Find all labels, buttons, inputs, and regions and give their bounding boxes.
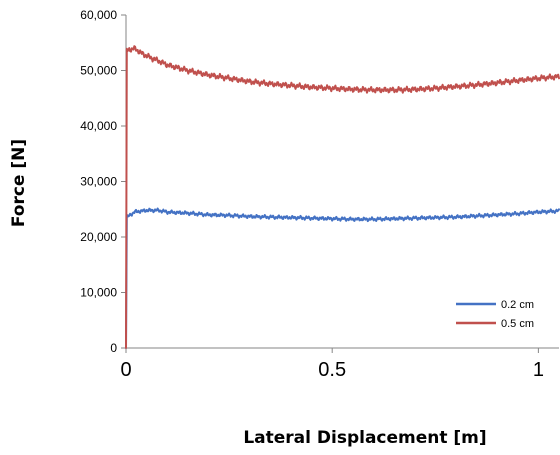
y-tick-label: 0 (110, 341, 117, 355)
series-line-large-gap (125, 45, 560, 349)
y-tick-label: 20,000 (80, 230, 117, 244)
y-tick-label: 40,000 (80, 119, 117, 133)
y-axis: 0 10,000 20,000 30,000 40,000 50,000 60,000 (80, 8, 127, 355)
y-axis-title: Force [N] (9, 139, 29, 227)
series-line-small-gap (125, 207, 560, 349)
series-layer (125, 45, 560, 349)
x-tick-label: 0 (120, 359, 131, 381)
x-axis-title: Lateral Displacement [m] (243, 428, 486, 448)
legend-label: 0.5 cm (501, 318, 534, 330)
legend-label: 0.2 cm (501, 299, 534, 311)
legend: 0.2 cm 0.5 cm (456, 299, 534, 330)
x-tick-label: 0.5 (318, 359, 346, 381)
y-tick-label: 30,000 (80, 175, 117, 189)
y-tick-label: 10,000 (80, 286, 117, 300)
y-tick-label: 50,000 (80, 64, 117, 78)
x-axis: 0 0.5 1 (120, 347, 559, 381)
y-tick-label: 60,000 (80, 8, 117, 22)
x-tick-label: 1 (533, 359, 544, 381)
